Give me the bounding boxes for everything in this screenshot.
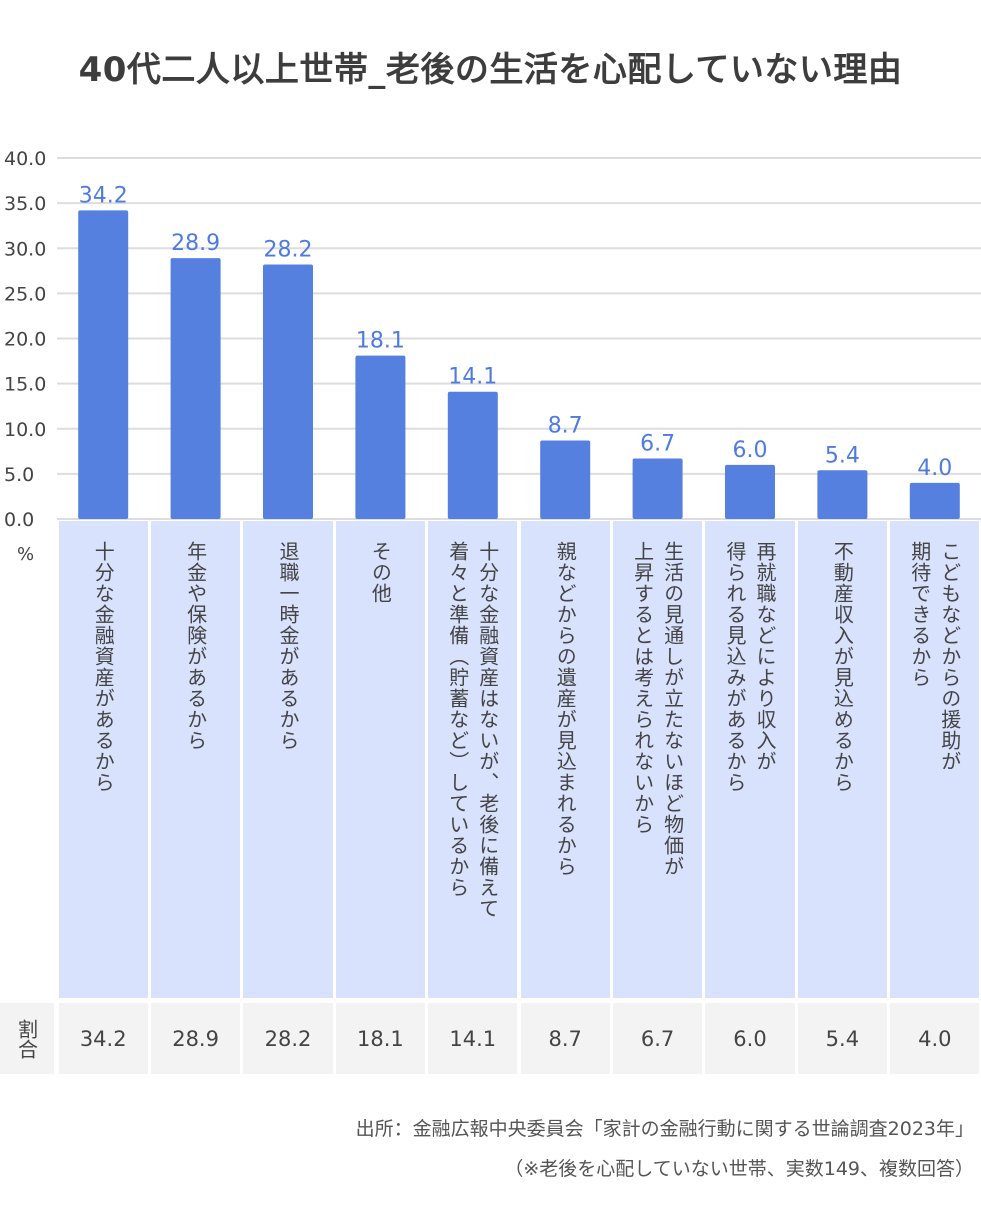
table-value-cell: 28.2 xyxy=(243,1003,333,1074)
data-label: 18.1 xyxy=(356,329,405,354)
category-cell: 親などからの遺産が見込まれるから xyxy=(520,521,610,998)
table-value-cell: 18.1 xyxy=(335,1003,426,1074)
y-tick-label: 0.0 xyxy=(4,509,34,531)
bar xyxy=(725,464,775,519)
bar xyxy=(355,355,406,519)
x-tick-label: 退職一時金があるから xyxy=(275,541,300,751)
category-cell: その他 xyxy=(335,521,426,998)
table-value-cell: 4.0 xyxy=(890,1003,980,1074)
y-tick-label: 20.0 xyxy=(4,329,46,351)
table-value-cell: 8.7 xyxy=(520,1003,610,1074)
y-tick-label: 25.0 xyxy=(4,283,46,305)
category-cell: 十分な金融資産があるから xyxy=(58,521,148,998)
table-value-cell: 6.0 xyxy=(705,1003,795,1074)
category-cell: こどもなどからの援助が 期待できるから xyxy=(890,521,980,998)
table-row-header: 割合 xyxy=(0,1003,54,1074)
data-label: 34.2 xyxy=(79,183,128,208)
y-tick-label: 10.0 xyxy=(4,419,46,441)
bar xyxy=(540,440,591,519)
y-tick-label: 5.0 xyxy=(4,464,34,486)
data-label: 28.9 xyxy=(171,231,220,256)
x-tick-label: 年金や保険があるから xyxy=(183,541,208,751)
bar xyxy=(632,458,683,519)
bar xyxy=(170,258,221,519)
bar xyxy=(909,482,960,519)
data-label: 14.1 xyxy=(448,365,497,390)
y-tick-label: 30.0 xyxy=(4,238,46,260)
data-label: 8.7 xyxy=(548,413,583,438)
y-tick-label: 35.0 xyxy=(4,193,46,215)
table-value-cell: 14.1 xyxy=(428,1003,518,1074)
data-label: 6.0 xyxy=(733,438,768,463)
bar xyxy=(78,210,129,519)
survey-note: （※老後を心配していない世帯、実数149、複数回答） xyxy=(504,1158,974,1180)
table-value-cell: 5.4 xyxy=(797,1003,888,1074)
x-tick-label: 不動産収入が見込めるから xyxy=(830,541,855,793)
bar xyxy=(447,391,498,519)
bar-chart: 0.0 5.0 10.0 15.0 20.0 25.0 30.0 35.0 40.0 34.2 28… xyxy=(4,148,981,531)
table-value-cell: 28.9 xyxy=(150,1003,241,1074)
category-cell: 不動産収入が見込めるから xyxy=(797,521,888,998)
data-label: 28.2 xyxy=(264,237,313,262)
bar xyxy=(817,470,868,519)
y-axis-unit: % xyxy=(17,544,35,565)
category-cell: 退職一時金があるから xyxy=(243,521,333,998)
y-tick-label: 15.0 xyxy=(4,374,46,396)
x-tick-label: 生活の見通しが立たないほど物価が 上昇するとは考えられないから xyxy=(630,541,685,877)
source-note: 出所：金融広報中央委員会「家計の金融行動に関する世論調査2023年」 xyxy=(355,1118,974,1140)
data-label: 4.0 xyxy=(917,456,952,481)
x-tick-label: その他 xyxy=(368,541,393,604)
x-tick-label: こどもなどからの援助が 期待できるから xyxy=(907,541,962,772)
table-value-cell: 6.7 xyxy=(612,1003,703,1074)
x-tick-label: 再就職などにより収入が 得られる見込みがあるから xyxy=(722,541,777,793)
bar xyxy=(263,264,313,519)
category-cell: 年金や保険があるから xyxy=(150,521,241,998)
category-cell: 十分な金融資産はないが、老後に備えて 着々と準備（貯蓄など）しているから xyxy=(428,521,518,998)
y-tick-label: 40.0 xyxy=(4,148,46,170)
table-value-cell: 34.2 xyxy=(58,1003,148,1074)
data-label: 5.4 xyxy=(825,443,860,468)
x-tick-label: 十分な金融資産はないが、老後に備えて 着々と準備（貯蓄など）しているから xyxy=(445,541,500,919)
category-cell: 生活の見通しが立たないほど物価が 上昇するとは考えられないから xyxy=(612,521,703,998)
x-tick-label: 十分な金融資産があるから xyxy=(91,541,116,793)
category-cell: 再就職などにより収入が 得られる見込みがあるから xyxy=(705,521,795,998)
chart-title: 40代二人以上世帯_老後の生活を心配していない理由 xyxy=(78,50,903,90)
x-tick-label: 親などからの遺産が見込まれるから xyxy=(553,541,578,877)
data-label: 6.7 xyxy=(640,432,675,457)
